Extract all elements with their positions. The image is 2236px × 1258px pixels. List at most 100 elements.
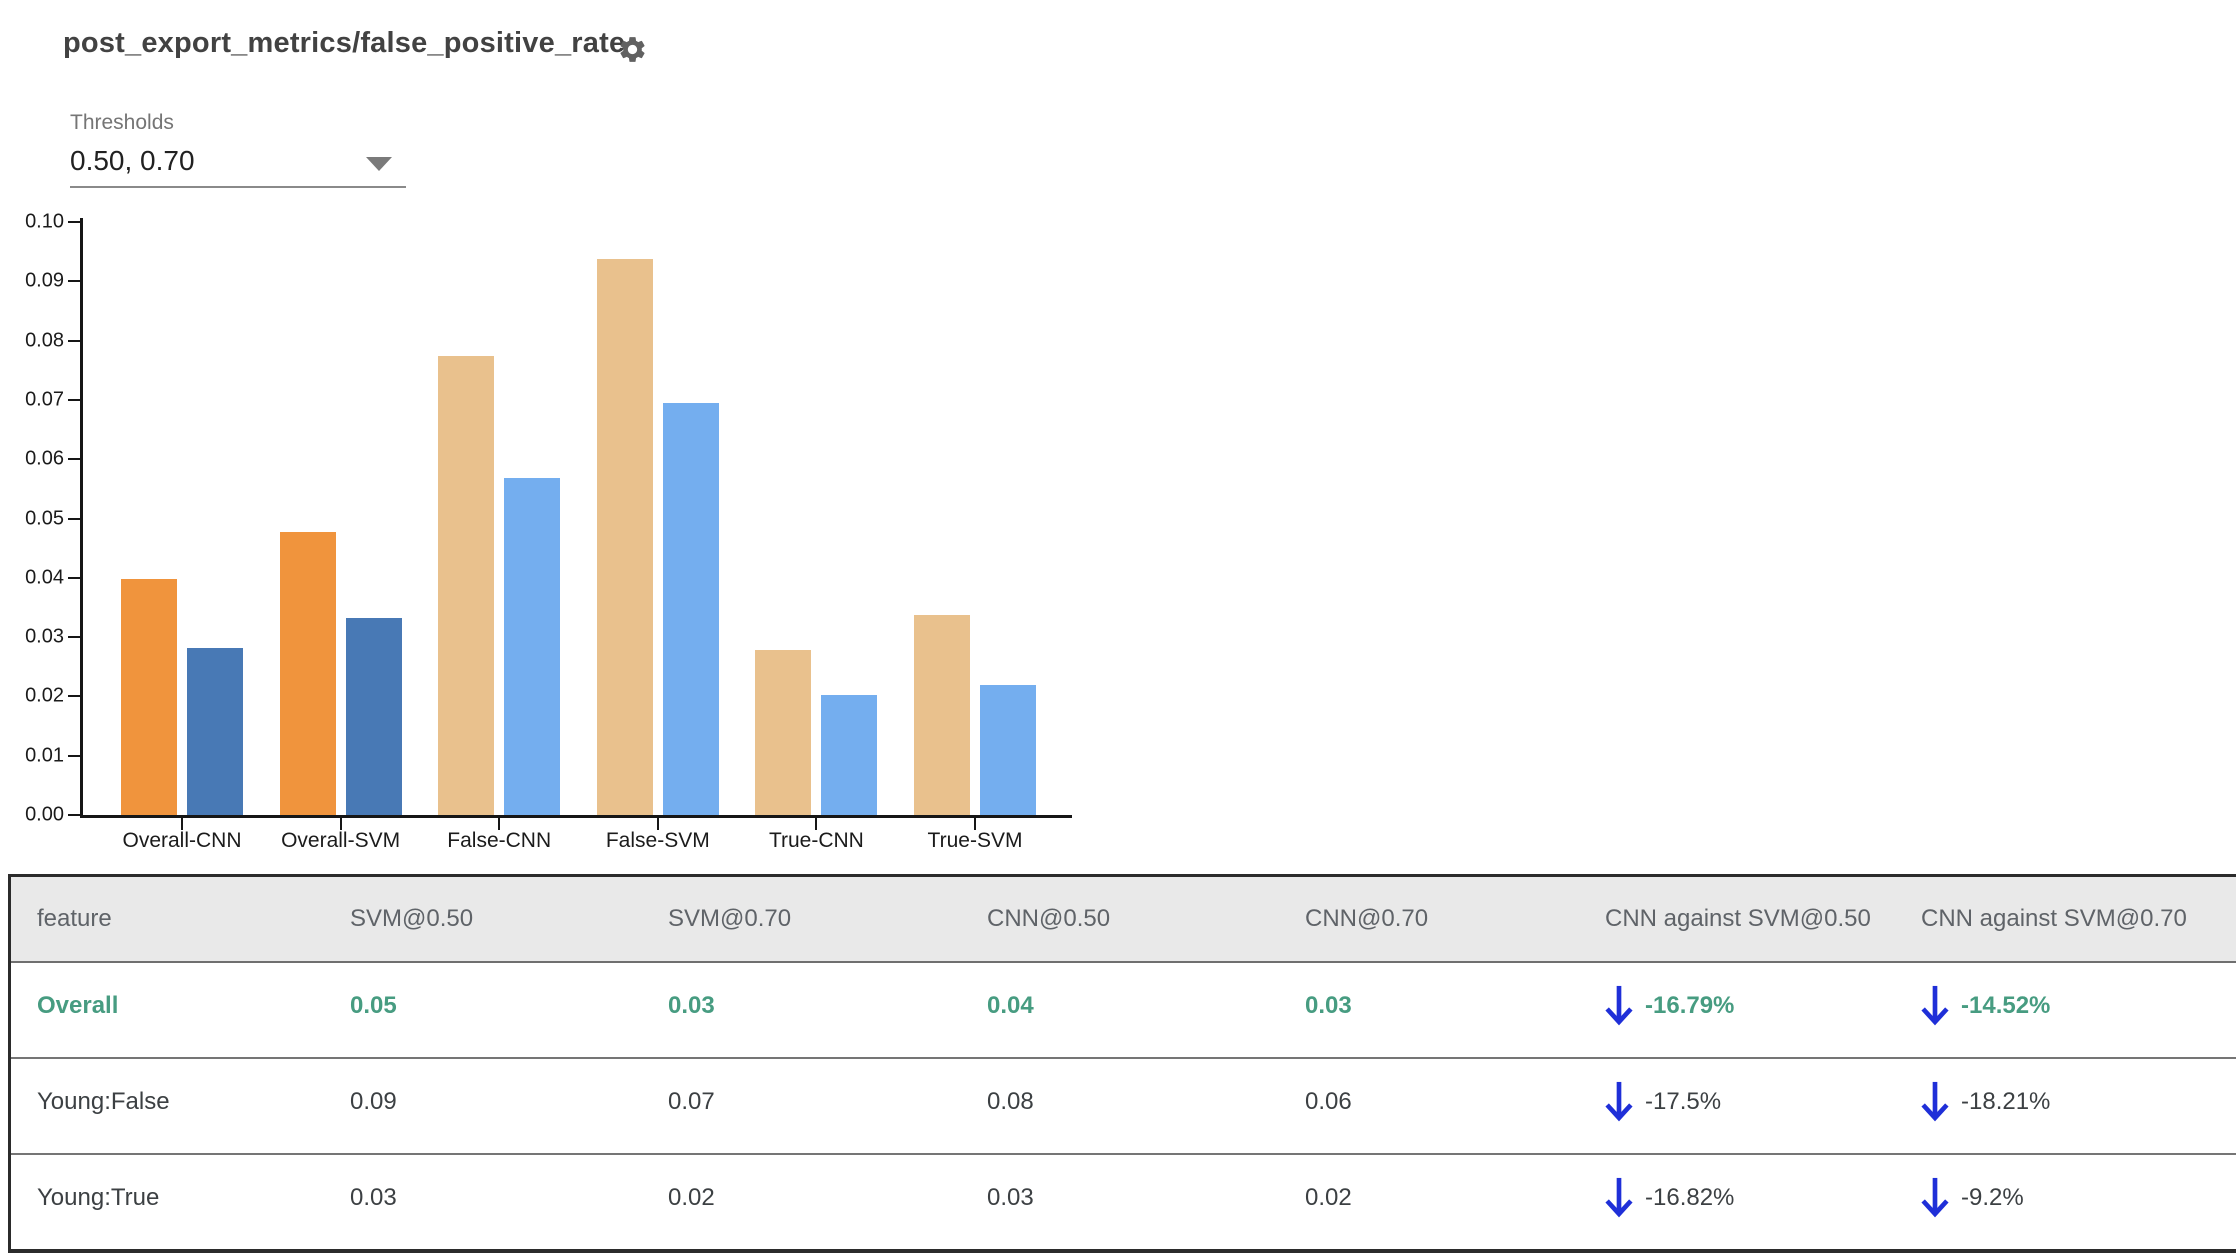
metric-value-cell: 0.06 bbox=[1305, 1088, 1352, 1115]
comparison-percent: -17.5% bbox=[1645, 1088, 1722, 1115]
y-axis-tick bbox=[68, 398, 80, 401]
metric-value-cell: 0.04 bbox=[987, 992, 1034, 1019]
table-row[interactable]: Young:False 0.09 0.07 0.08 0.06 -17.5% -18.21% bbox=[11, 1057, 2236, 1153]
metric-value-cell: 0.09 bbox=[350, 1088, 397, 1115]
metric-value-cell: 0.07 bbox=[668, 1088, 715, 1115]
table-row[interactable]: Overall 0.05 0.03 0.04 0.03 -16.79% -14.52% bbox=[11, 963, 2236, 1057]
bar-overall-cnn-threshold-0.50[interactable] bbox=[121, 579, 177, 815]
comparison-percent: -14.52% bbox=[1961, 992, 2051, 1019]
y-axis-tick-label: 0.04 bbox=[25, 566, 64, 589]
x-axis-tick bbox=[339, 818, 342, 830]
metrics-table: feature SVM@0.50 SVM@0.70 CNN@0.50 CNN@0.70 C… bbox=[8, 874, 2236, 1253]
false-positive-rate-bar-chart: 0.00 0.01 0.02 0.03 0.04 0.05 0.06 0.07 0.08 0.09… bbox=[0, 0, 1110, 870]
x-axis-label: True-SVM bbox=[927, 829, 1023, 852]
bar-overall-svm-threshold-0.50[interactable] bbox=[279, 532, 336, 815]
column-header: feature bbox=[37, 905, 112, 932]
y-axis-tick-label: 0.07 bbox=[25, 388, 64, 411]
y-axis-tick-label: 0.00 bbox=[25, 803, 64, 826]
settings-button[interactable] bbox=[617, 34, 648, 65]
gear-icon bbox=[617, 37, 648, 69]
y-axis-tick bbox=[68, 814, 80, 816]
thresholds-selected-value: 0.50, 0.70 bbox=[70, 145, 195, 176]
bar-true-svm-threshold-0.70[interactable] bbox=[980, 685, 1036, 815]
bar-overall-svm-threshold-0.70[interactable] bbox=[345, 618, 402, 815]
x-axis-tick bbox=[815, 818, 818, 830]
column-header: CNN@0.50 bbox=[987, 905, 1111, 932]
bar-true-svm-threshold-0.50[interactable] bbox=[914, 615, 970, 815]
dropdown-caret-icon bbox=[366, 157, 392, 171]
comparison-cell: -14.52% bbox=[1913, 984, 2236, 1036]
comparison-cell: -17.5% bbox=[1597, 1080, 1913, 1132]
metric-value-cell: 0.03 bbox=[987, 1184, 1034, 1211]
x-axis-label: True-CNN bbox=[768, 829, 864, 852]
arrow-down-icon bbox=[1921, 1081, 1949, 1122]
y-axis-tick-label: 0.02 bbox=[25, 684, 64, 707]
metric-value-cell: 0.02 bbox=[1305, 1184, 1352, 1211]
y-axis-tick bbox=[68, 339, 80, 342]
comparison-cell: -9.2% bbox=[1913, 1176, 2236, 1228]
bar-true-cnn-threshold-0.50[interactable] bbox=[755, 650, 812, 815]
y-axis-tick-label: 0.06 bbox=[25, 447, 64, 470]
x-axis-line bbox=[80, 815, 1072, 818]
feature-cell: Young:True bbox=[37, 1184, 160, 1211]
column-header: CNN@0.70 bbox=[1305, 905, 1429, 932]
y-axis-tick bbox=[68, 576, 80, 579]
y-axis-tick bbox=[68, 221, 80, 223]
table-row[interactable]: Young:True 0.03 0.02 0.03 0.02 -16.82% -9.2% bbox=[11, 1153, 2236, 1249]
bar-false-cnn-threshold-0.70[interactable] bbox=[504, 478, 561, 815]
y-axis-tick bbox=[68, 754, 80, 757]
x-axis-label: Overall-SVM bbox=[281, 829, 401, 852]
y-axis-tick-label: 0.10 bbox=[25, 210, 64, 233]
comparison-percent: -16.82% bbox=[1645, 1184, 1735, 1211]
y-axis-tick-label: 0.09 bbox=[25, 269, 64, 292]
column-header: CNN against SVM@0.50 bbox=[1605, 905, 1871, 932]
y-axis-tick bbox=[68, 458, 80, 461]
page-title: post_export_metrics/false_positive_rate bbox=[63, 27, 626, 59]
thresholds-label: Thresholds bbox=[70, 111, 174, 134]
y-axis-tick-label: 0.01 bbox=[25, 744, 64, 767]
feature-cell: Overall bbox=[37, 992, 119, 1019]
y-axis-tick-label: 0.08 bbox=[25, 329, 64, 352]
y-axis-tick bbox=[68, 636, 80, 639]
column-header: CNN against SVM@0.70 bbox=[1921, 905, 2187, 932]
bar-false-cnn-threshold-0.50[interactable] bbox=[438, 356, 495, 815]
column-header: SVM@0.50 bbox=[350, 905, 474, 932]
table-header-row: feature SVM@0.50 SVM@0.70 CNN@0.50 CNN@0.70 C… bbox=[11, 877, 2236, 963]
column-header: SVM@0.70 bbox=[668, 905, 792, 932]
arrow-down-icon bbox=[1921, 1177, 1949, 1218]
arrow-down-icon bbox=[1605, 985, 1633, 1026]
x-axis-label: False-SVM bbox=[605, 829, 710, 852]
x-axis-label: Overall-CNN bbox=[122, 829, 242, 852]
arrow-down-icon bbox=[1605, 1177, 1633, 1218]
bar-true-cnn-threshold-0.70[interactable] bbox=[821, 695, 878, 815]
bar-false-svm-threshold-0.50[interactable] bbox=[596, 259, 653, 815]
metric-value-cell: 0.08 bbox=[987, 1088, 1034, 1115]
x-axis-tick bbox=[181, 818, 183, 830]
arrow-down-icon bbox=[1921, 985, 1949, 1026]
x-axis-tick bbox=[656, 818, 659, 830]
x-axis-label: False-CNN bbox=[447, 829, 552, 852]
metric-value-cell: 0.03 bbox=[668, 992, 715, 1019]
y-axis-tick bbox=[68, 280, 80, 283]
x-axis-tick bbox=[974, 818, 976, 830]
arrow-down-icon bbox=[1605, 1081, 1633, 1122]
comparison-cell: -16.82% bbox=[1597, 1176, 1913, 1228]
metric-value-cell: 0.05 bbox=[350, 992, 397, 1019]
comparison-percent: -18.21% bbox=[1961, 1088, 2051, 1115]
metric-value-cell: 0.03 bbox=[1305, 992, 1352, 1019]
feature-cell: Young:False bbox=[37, 1088, 170, 1115]
x-axis-tick bbox=[498, 818, 501, 830]
comparison-percent: -16.79% bbox=[1645, 992, 1735, 1019]
y-axis-tick bbox=[68, 517, 80, 520]
metric-value-cell: 0.02 bbox=[668, 1184, 715, 1211]
bar-false-svm-threshold-0.70[interactable] bbox=[662, 403, 719, 815]
comparison-cell: -16.79% bbox=[1597, 984, 1913, 1036]
comparison-percent: -9.2% bbox=[1961, 1184, 2024, 1211]
bar-overall-cnn-threshold-0.70[interactable] bbox=[187, 648, 243, 815]
thresholds-dropdown[interactable]: 0.50, 0.70 bbox=[70, 138, 406, 188]
comparison-cell: -18.21% bbox=[1913, 1080, 2236, 1132]
y-axis-line bbox=[80, 218, 83, 818]
metric-value-cell: 0.03 bbox=[350, 1184, 397, 1211]
y-axis-tick-label: 0.03 bbox=[25, 625, 64, 648]
y-axis-tick bbox=[68, 695, 80, 698]
